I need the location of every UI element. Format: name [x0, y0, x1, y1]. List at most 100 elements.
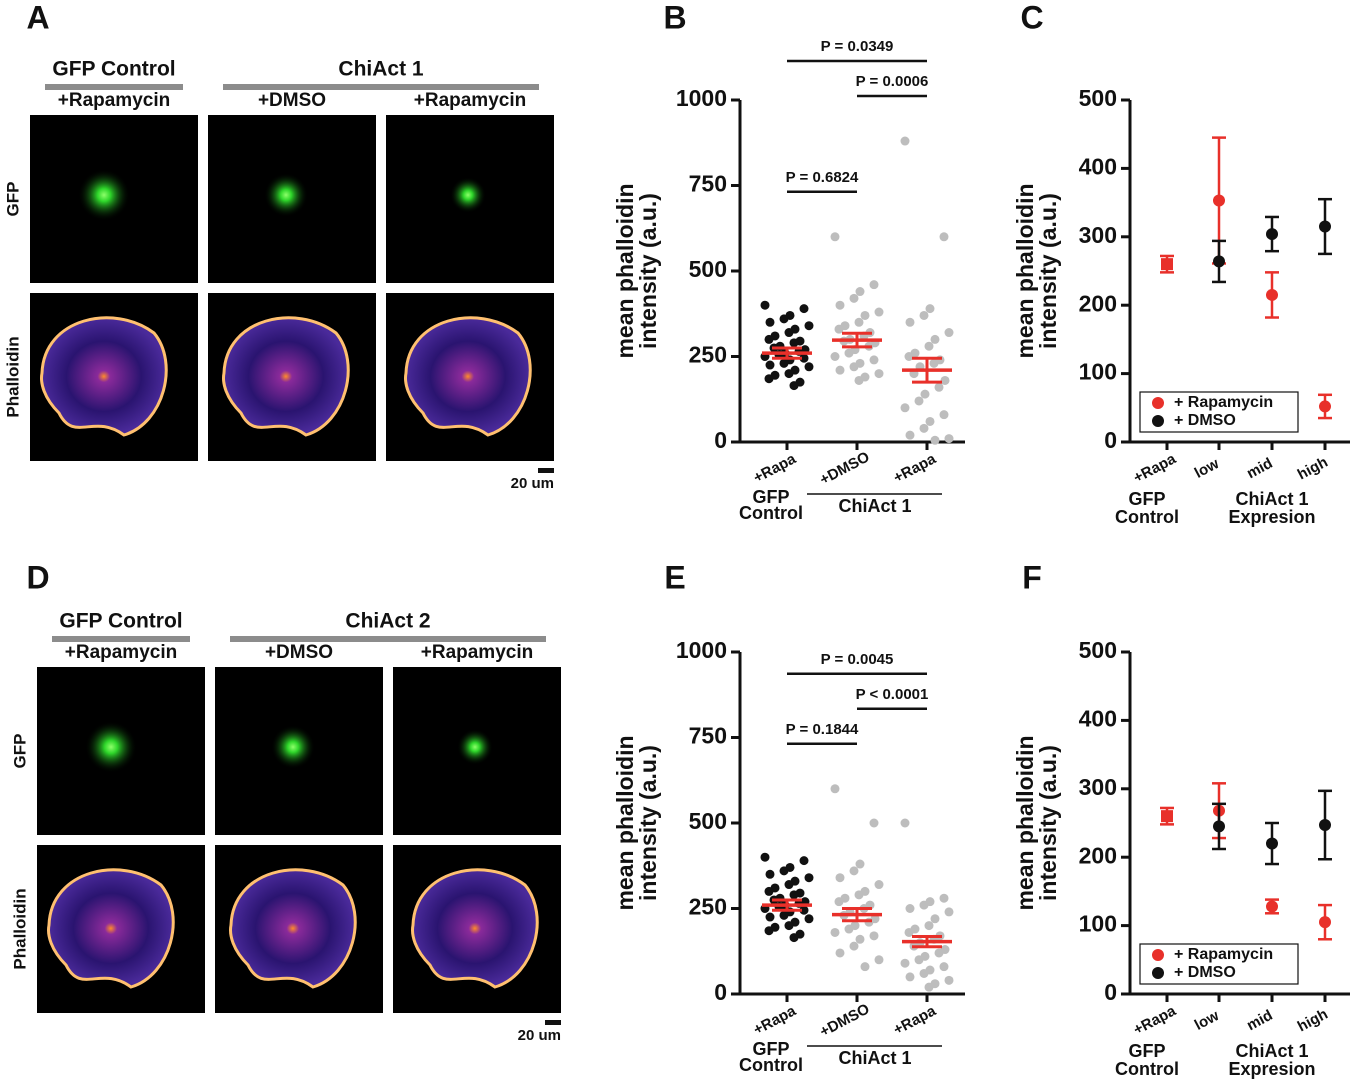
data-point	[779, 358, 789, 368]
y-tick-label: 0	[1104, 427, 1117, 453]
condition-label: +Rapamycin	[421, 642, 533, 663]
phalloidin-cell	[411, 868, 539, 989]
data-point	[789, 381, 799, 391]
data-point	[944, 907, 954, 917]
group-label: Control	[739, 1055, 803, 1075]
data-point	[924, 341, 934, 351]
data-point	[1213, 194, 1225, 207]
data-point	[834, 897, 844, 907]
panel-letter: C	[1020, 0, 1043, 35]
data-point	[944, 434, 954, 444]
legend-swatch	[1152, 415, 1164, 427]
x-tick-label: low	[1192, 455, 1222, 482]
data-point	[869, 355, 879, 365]
condition-label: +DMSO	[258, 90, 326, 111]
data-point	[849, 866, 859, 876]
data-point	[869, 280, 879, 290]
p-value: P = 0.0349	[821, 38, 894, 55]
scale-bar	[538, 468, 554, 473]
data-point	[914, 396, 924, 406]
p-value: P = 0.0006	[856, 73, 929, 90]
data-point	[835, 873, 845, 883]
x-tick-label: low	[1192, 1007, 1222, 1034]
x-tick-label: +Rapa	[751, 450, 800, 487]
group-label: GFP	[752, 487, 789, 507]
data-point	[874, 307, 884, 317]
condition-label: +Rapamycin	[414, 90, 526, 111]
data-point	[939, 232, 949, 242]
group-label: ChiAct 1	[838, 496, 911, 516]
data-point	[904, 927, 914, 937]
data-point	[804, 914, 814, 924]
group-label: Expresion	[1228, 1059, 1315, 1079]
data-point	[934, 382, 944, 392]
group-label: GFP Control	[59, 610, 182, 633]
x-tick-label: +Rapa	[1131, 1002, 1180, 1039]
data-point	[1319, 916, 1331, 929]
data-point	[764, 374, 774, 384]
data-point	[804, 362, 814, 372]
y-tick-label: 1000	[676, 637, 727, 663]
group-label: ChiAct 1	[1235, 1041, 1308, 1061]
y-tick-label: 400	[1079, 153, 1117, 179]
data-point	[830, 927, 840, 937]
y-tick-label: 500	[1079, 637, 1117, 663]
panel-letter: B	[663, 0, 686, 35]
data-point	[900, 958, 910, 968]
x-tick-label: +Rapa	[1131, 450, 1180, 487]
data-point	[940, 375, 950, 385]
y-axis-label: intensity (a.u.)	[1035, 193, 1061, 349]
y-tick-label: 1000	[676, 85, 727, 111]
data-point	[835, 300, 845, 310]
data-point	[830, 784, 840, 794]
panel-letter: E	[664, 559, 685, 595]
legend-swatch	[1152, 397, 1164, 409]
data-point	[1161, 258, 1173, 271]
group-label: GFP	[1128, 1041, 1165, 1061]
y-axis-label: mean phalloidin	[612, 183, 638, 358]
data-point	[855, 859, 865, 869]
data-point	[765, 869, 775, 879]
data-point	[869, 818, 879, 828]
data-point	[764, 886, 774, 896]
data-point	[760, 300, 770, 310]
x-tick-label: +DMSO	[817, 448, 873, 488]
y-tick-label: 0	[714, 979, 727, 1005]
data-point	[835, 948, 845, 958]
y-axis-label: mean phalloidin	[612, 735, 638, 910]
data-point	[1319, 220, 1331, 233]
data-point	[789, 933, 799, 943]
data-point	[905, 430, 915, 440]
phalloidin-cell	[222, 316, 350, 437]
data-point	[925, 416, 935, 426]
row-label: Phalloidin	[3, 336, 22, 417]
data-point	[835, 365, 845, 375]
data-point	[799, 856, 809, 866]
data-point	[919, 423, 929, 433]
phalloidin-cell	[40, 316, 168, 437]
data-point	[900, 136, 910, 146]
data-point	[930, 435, 940, 445]
data-point	[849, 293, 859, 303]
data-point	[874, 880, 884, 890]
y-tick-label: 0	[1104, 979, 1117, 1005]
gfp-cell	[85, 721, 137, 773]
data-point	[804, 873, 814, 883]
gfp-cell	[271, 725, 315, 769]
data-point	[764, 926, 774, 936]
data-point	[849, 362, 859, 372]
data-point	[905, 972, 915, 982]
group-label: ChiAct 2	[345, 610, 430, 633]
data-point	[830, 352, 840, 361]
data-point	[860, 310, 870, 320]
gfp-cell	[78, 169, 130, 221]
data-point	[789, 338, 799, 348]
data-point	[765, 360, 775, 370]
data-point	[1266, 900, 1278, 913]
group-label: ChiAct 1	[338, 58, 424, 81]
y-tick-label: 0	[714, 427, 727, 453]
p-value: P = 0.0045	[821, 651, 894, 668]
data-point	[834, 324, 844, 334]
data-point	[929, 358, 939, 368]
